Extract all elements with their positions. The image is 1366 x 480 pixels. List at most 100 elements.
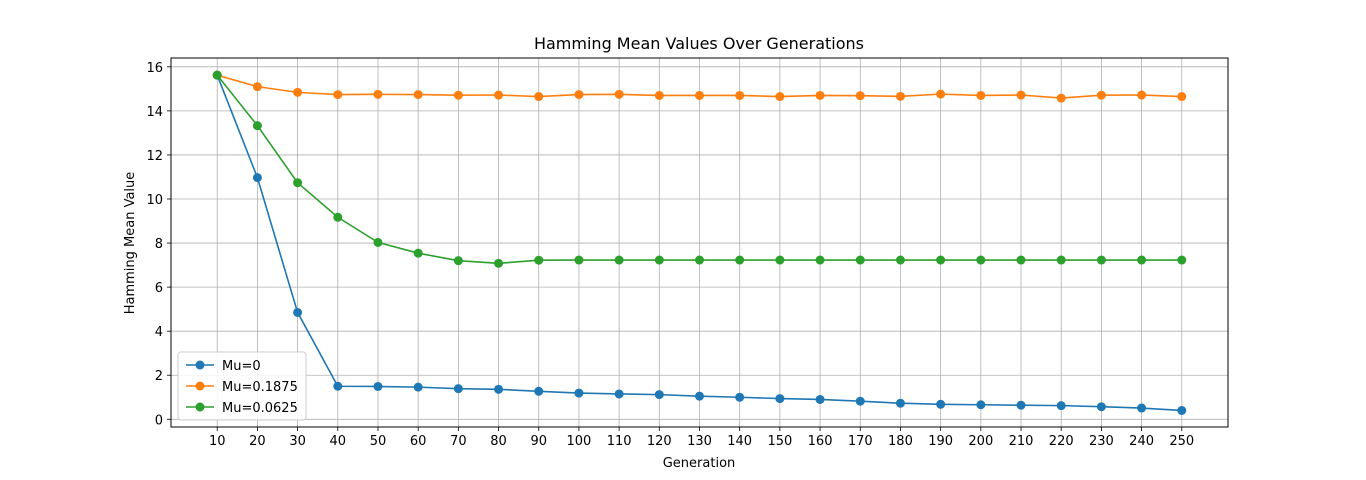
- series-1: [212, 70, 1187, 103]
- legend-box: [177, 351, 307, 421]
- x-tick-label: 60: [410, 434, 427, 449]
- data-point: [1137, 403, 1147, 413]
- data-point: [695, 391, 704, 401]
- data-point: [494, 384, 504, 394]
- x-tick-label: 190: [928, 434, 953, 449]
- data-point: [494, 258, 504, 268]
- data-point: [413, 90, 423, 100]
- data-point: [654, 90, 664, 100]
- data-point: [1137, 255, 1147, 265]
- data-point: [614, 255, 624, 265]
- data-point: [453, 90, 463, 100]
- x-tick-label: 10: [209, 434, 226, 449]
- x-tick-label: 40: [330, 434, 347, 449]
- x-tick-label: 100: [567, 434, 592, 449]
- y-tick-label: 10: [146, 193, 163, 208]
- data-point: [453, 256, 463, 266]
- series-2: [212, 70, 1187, 268]
- legend: Mu=0 Mu=0.1875 Mu=0.0625: [177, 351, 307, 421]
- x-tick-label: 200: [968, 434, 993, 449]
- legend-marker: [195, 402, 205, 412]
- data-point: [373, 89, 383, 99]
- data-point: [1056, 401, 1066, 411]
- data-point: [252, 121, 262, 131]
- legend-label: Mu=0.0625: [222, 401, 298, 416]
- x-tick-label: 80: [490, 434, 507, 449]
- y-tick-label: 4: [155, 325, 163, 340]
- data-point: [1096, 255, 1106, 265]
- data-point: [534, 386, 544, 396]
- data-point: [252, 173, 262, 183]
- data-point: [614, 89, 624, 99]
- y-tick-label: 8: [155, 237, 163, 252]
- y-tick-label: 6: [155, 281, 163, 296]
- x-tick-label: 230: [1089, 434, 1114, 449]
- data-point: [855, 91, 865, 101]
- data-point: [494, 90, 504, 100]
- data-point: [1137, 90, 1147, 100]
- data-point: [855, 255, 865, 265]
- y-tick-label: 2: [155, 369, 163, 384]
- data-point: [735, 90, 745, 100]
- data-point: [895, 91, 905, 101]
- data-point: [654, 390, 664, 400]
- y-tick-label: 12: [146, 149, 163, 164]
- data-point: [534, 255, 544, 265]
- y-tick-label: 0: [155, 413, 163, 428]
- data-point: [855, 396, 865, 406]
- legend-label: Mu=0.1875: [222, 380, 298, 395]
- data-point: [1056, 93, 1066, 103]
- data-point: [775, 394, 785, 404]
- data-point: [373, 237, 383, 247]
- grid: [171, 58, 1228, 427]
- data-point: [775, 92, 785, 102]
- data-point: [936, 255, 946, 265]
- data-point: [976, 400, 986, 410]
- data-point: [333, 90, 343, 100]
- data-point: [1177, 405, 1187, 415]
- y-tick-label: 14: [146, 105, 163, 120]
- legend-label: Mu=0: [222, 359, 261, 374]
- data-point: [293, 178, 303, 188]
- x-tick-label: 20: [249, 434, 266, 449]
- chart-title: Hamming Mean Values Over Generations: [534, 34, 864, 53]
- y-tick-label: 16: [146, 61, 163, 76]
- data-point: [373, 381, 383, 391]
- data-point: [614, 389, 624, 399]
- data-point: [1096, 90, 1106, 100]
- data-point: [976, 255, 986, 265]
- x-axis-title: Generation: [663, 456, 736, 471]
- data-point: [654, 255, 664, 265]
- legend-marker: [195, 381, 205, 391]
- data-point: [976, 90, 986, 100]
- x-tick-label: 220: [1049, 434, 1074, 449]
- series-layer: [212, 70, 1187, 415]
- data-point: [1096, 402, 1106, 412]
- x-tick-label: 150: [767, 434, 792, 449]
- data-point: [293, 87, 303, 97]
- x-tick-label: 240: [1129, 434, 1154, 449]
- data-point: [293, 307, 303, 317]
- x-tick-label: 210: [1009, 434, 1034, 449]
- x-tick-label: 90: [530, 434, 547, 449]
- x-tick-label: 110: [607, 434, 632, 449]
- x-tick-label: 250: [1169, 434, 1194, 449]
- data-point: [936, 89, 946, 99]
- x-tick-label: 160: [808, 434, 833, 449]
- data-point: [333, 381, 343, 391]
- data-point: [212, 70, 222, 80]
- x-tick-label: 170: [848, 434, 873, 449]
- data-point: [1056, 255, 1066, 265]
- data-point: [695, 90, 704, 100]
- data-point: [453, 384, 463, 394]
- x-tick-label: 130: [687, 434, 712, 449]
- data-point: [735, 392, 745, 402]
- axes: 10 20 30 40 50 60 70 80 90 100 110 120 130 140 150 160 1…: [146, 61, 1194, 449]
- legend-marker: [195, 360, 205, 370]
- data-point: [895, 398, 905, 408]
- data-point: [534, 92, 544, 102]
- data-point: [252, 82, 262, 92]
- data-point: [815, 394, 825, 404]
- data-point: [815, 255, 825, 265]
- data-point: [815, 90, 825, 100]
